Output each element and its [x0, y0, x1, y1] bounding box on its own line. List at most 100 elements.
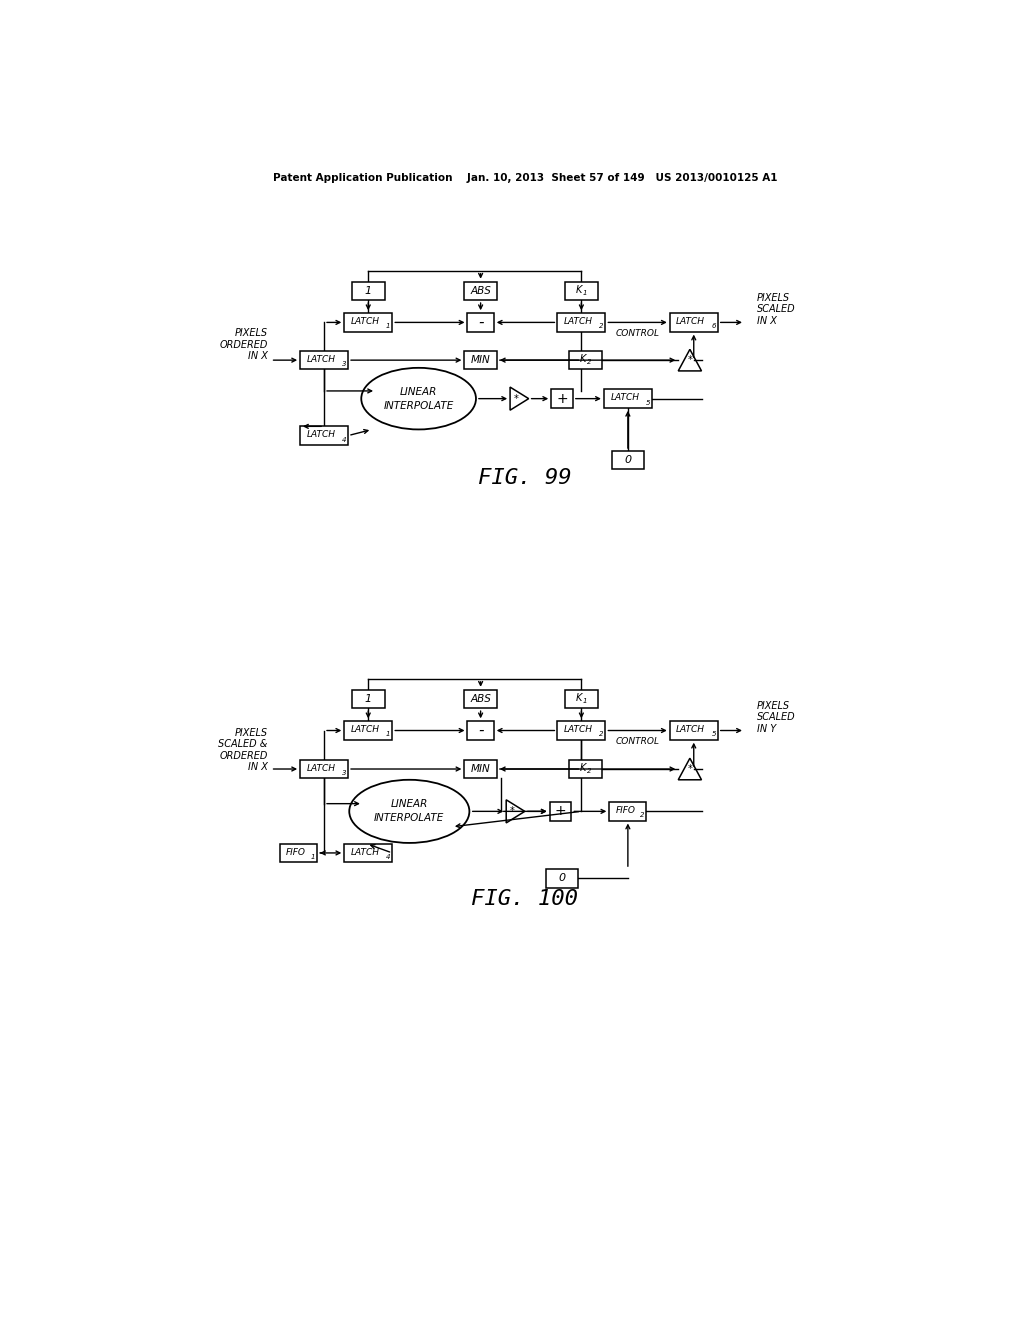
Text: LATCH: LATCH [610, 393, 639, 403]
Text: PIXELS: PIXELS [234, 727, 267, 738]
Text: LATCH: LATCH [350, 725, 380, 734]
FancyBboxPatch shape [611, 451, 644, 470]
Text: LATCH: LATCH [564, 725, 593, 734]
Text: 2: 2 [587, 768, 592, 775]
Text: K: K [580, 354, 586, 364]
Text: FIG. 99: FIG. 99 [478, 469, 571, 488]
Text: +: + [555, 804, 566, 818]
Text: LATCH: LATCH [564, 317, 593, 326]
Text: IN X: IN X [757, 315, 776, 326]
Text: 2: 2 [640, 812, 645, 818]
Text: ORDERED: ORDERED [219, 751, 267, 760]
FancyBboxPatch shape [464, 281, 497, 300]
FancyBboxPatch shape [604, 389, 652, 408]
Text: ORDERED: ORDERED [219, 339, 267, 350]
Text: PIXELS: PIXELS [757, 701, 790, 711]
Text: FIG. 100: FIG. 100 [471, 890, 579, 909]
FancyBboxPatch shape [300, 426, 348, 445]
Text: 1: 1 [365, 694, 372, 704]
Text: LATCH: LATCH [676, 317, 706, 326]
Text: CONTROL: CONTROL [615, 737, 659, 746]
Text: ABS: ABS [470, 694, 492, 704]
Text: LATCH: LATCH [350, 317, 380, 326]
FancyBboxPatch shape [344, 313, 392, 331]
Text: 5: 5 [712, 731, 716, 738]
Text: 4: 4 [342, 437, 346, 442]
Text: MIN: MIN [471, 764, 490, 774]
FancyBboxPatch shape [280, 843, 317, 862]
Text: INTERPOLATE: INTERPOLATE [384, 400, 454, 411]
Text: FIFO: FIFO [286, 847, 306, 857]
Text: *: * [510, 807, 515, 816]
Text: 2: 2 [599, 323, 604, 330]
FancyBboxPatch shape [565, 689, 598, 708]
Text: LATCH: LATCH [676, 725, 706, 734]
Text: 1: 1 [583, 290, 588, 296]
Text: IN Y: IN Y [757, 723, 776, 734]
Text: +: + [556, 392, 568, 405]
Text: 0: 0 [558, 874, 565, 883]
Text: 1: 1 [311, 854, 315, 859]
Text: PIXELS: PIXELS [234, 329, 267, 338]
Text: SCALED &: SCALED & [218, 739, 267, 750]
Text: IN X: IN X [248, 351, 267, 362]
FancyBboxPatch shape [467, 313, 494, 331]
Text: SCALED: SCALED [757, 713, 796, 722]
FancyBboxPatch shape [557, 721, 605, 739]
FancyBboxPatch shape [352, 281, 385, 300]
Text: K: K [575, 285, 583, 296]
Text: LATCH: LATCH [350, 847, 380, 857]
Text: 0: 0 [625, 455, 632, 465]
FancyBboxPatch shape [609, 803, 646, 821]
Text: 2: 2 [587, 359, 592, 366]
Text: 1: 1 [365, 286, 372, 296]
FancyBboxPatch shape [344, 843, 392, 862]
FancyBboxPatch shape [565, 281, 598, 300]
Ellipse shape [361, 368, 476, 429]
Text: LINEAR: LINEAR [390, 800, 428, 809]
Text: IN X: IN X [248, 763, 267, 772]
Text: 6: 6 [712, 323, 716, 330]
Text: MIN: MIN [471, 355, 490, 366]
Text: 4: 4 [386, 854, 390, 859]
Text: 3: 3 [342, 770, 346, 776]
Text: LINEAR: LINEAR [400, 387, 437, 397]
FancyBboxPatch shape [557, 313, 605, 331]
FancyBboxPatch shape [467, 721, 494, 739]
FancyBboxPatch shape [546, 869, 579, 887]
Ellipse shape [349, 780, 469, 843]
FancyBboxPatch shape [300, 760, 348, 779]
Text: ABS: ABS [470, 286, 492, 296]
Text: 1: 1 [386, 323, 390, 330]
Text: K: K [580, 763, 586, 774]
FancyBboxPatch shape [344, 721, 392, 739]
Text: PIXELS: PIXELS [757, 293, 790, 302]
FancyBboxPatch shape [464, 689, 497, 708]
Text: INTERPOLATE: INTERPOLATE [374, 813, 444, 824]
Text: *: * [687, 355, 692, 366]
FancyBboxPatch shape [569, 760, 601, 779]
Text: LATCH: LATCH [306, 355, 336, 364]
Text: 2: 2 [599, 731, 604, 738]
Text: 5: 5 [646, 400, 650, 405]
FancyBboxPatch shape [300, 351, 348, 370]
FancyBboxPatch shape [550, 803, 571, 821]
Text: -: - [478, 723, 483, 738]
FancyBboxPatch shape [569, 351, 601, 370]
FancyBboxPatch shape [464, 760, 497, 779]
FancyBboxPatch shape [670, 313, 718, 331]
Text: LATCH: LATCH [306, 764, 336, 772]
Text: 1: 1 [583, 698, 588, 705]
FancyBboxPatch shape [464, 351, 497, 370]
FancyBboxPatch shape [670, 721, 718, 739]
Text: SCALED: SCALED [757, 305, 796, 314]
Text: CONTROL: CONTROL [615, 329, 659, 338]
Text: -: - [478, 315, 483, 330]
Text: FIFO: FIFO [615, 807, 636, 814]
Text: 1: 1 [386, 731, 390, 738]
Text: *: * [514, 393, 519, 404]
Text: Patent Application Publication    Jan. 10, 2013  Sheet 57 of 149   US 2013/00101: Patent Application Publication Jan. 10, … [272, 173, 777, 182]
Text: 3: 3 [342, 362, 346, 367]
FancyBboxPatch shape [551, 389, 572, 408]
Text: K: K [575, 693, 583, 704]
